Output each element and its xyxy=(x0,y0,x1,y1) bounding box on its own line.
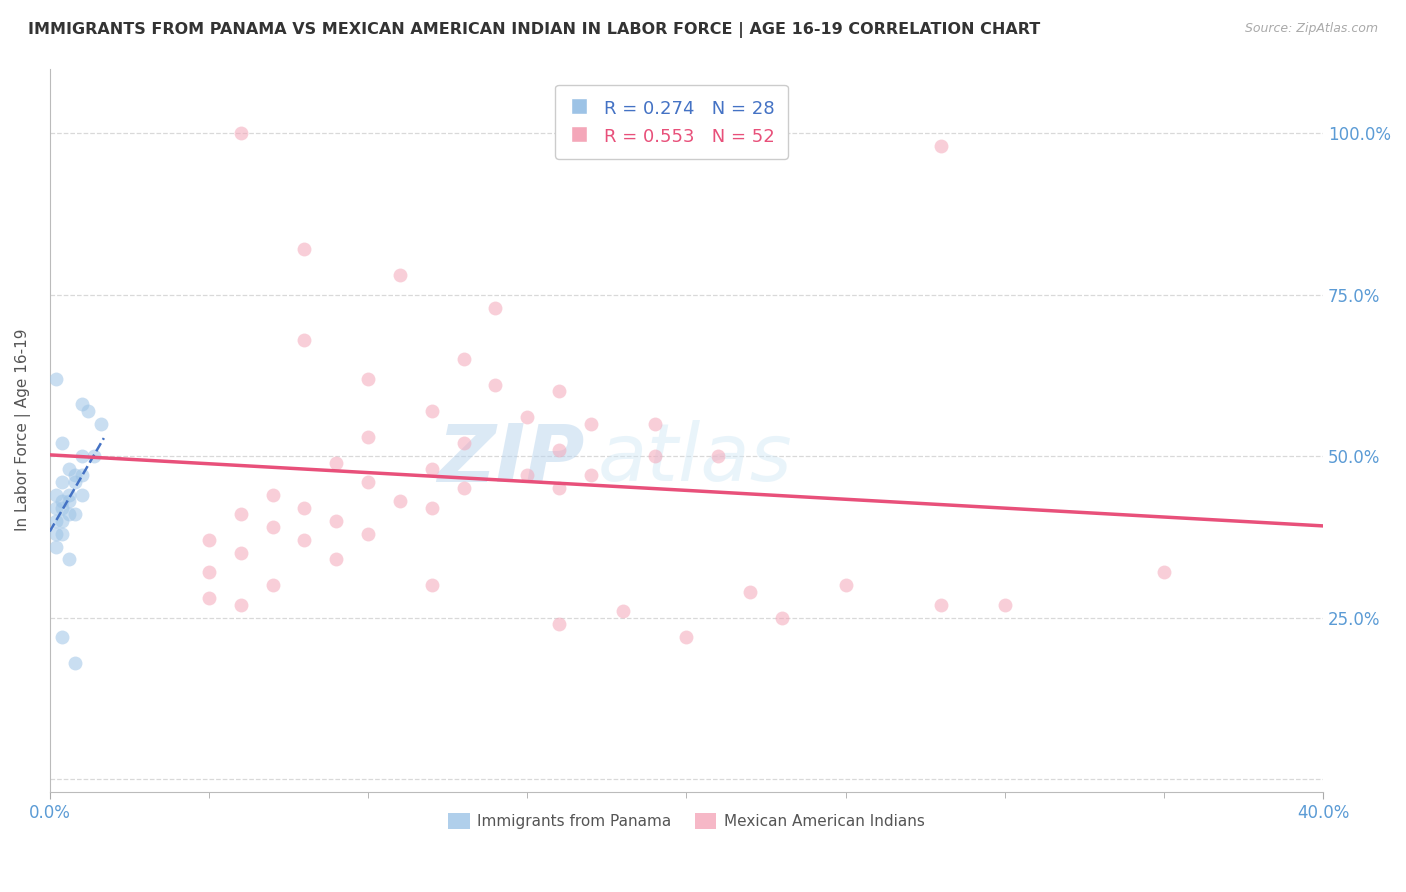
Point xyxy=(388,268,411,283)
Point xyxy=(294,533,316,547)
Point xyxy=(45,488,67,502)
Point xyxy=(63,475,86,489)
Point xyxy=(548,384,571,399)
Point xyxy=(90,417,112,431)
Point xyxy=(548,482,571,496)
Point xyxy=(51,436,73,450)
Point xyxy=(262,488,284,502)
Point xyxy=(357,526,380,541)
Point xyxy=(70,488,93,502)
Point xyxy=(484,378,506,392)
Point xyxy=(420,500,443,515)
Point xyxy=(325,514,347,528)
Point xyxy=(294,243,316,257)
Point xyxy=(644,417,666,431)
Point xyxy=(51,526,73,541)
Point xyxy=(58,488,80,502)
Point xyxy=(63,507,86,521)
Point xyxy=(51,494,73,508)
Text: IMMIGRANTS FROM PANAMA VS MEXICAN AMERICAN INDIAN IN LABOR FORCE | AGE 16-19 COR: IMMIGRANTS FROM PANAMA VS MEXICAN AMERIC… xyxy=(28,22,1040,38)
Point xyxy=(294,500,316,515)
Point xyxy=(420,404,443,418)
Point xyxy=(325,552,347,566)
Point xyxy=(198,533,221,547)
Point xyxy=(51,630,73,644)
Point xyxy=(45,500,67,515)
Point xyxy=(453,352,475,367)
Point xyxy=(770,610,793,624)
Point xyxy=(51,500,73,515)
Point xyxy=(453,436,475,450)
Point xyxy=(63,656,86,670)
Text: ZIP: ZIP xyxy=(437,420,585,498)
Point xyxy=(262,520,284,534)
Point xyxy=(612,604,634,618)
Point xyxy=(325,456,347,470)
Point xyxy=(516,410,538,425)
Point xyxy=(70,468,93,483)
Point xyxy=(229,546,252,560)
Point xyxy=(420,578,443,592)
Point xyxy=(994,598,1017,612)
Point xyxy=(229,507,252,521)
Point xyxy=(644,449,666,463)
Point xyxy=(484,301,506,315)
Point xyxy=(388,494,411,508)
Point xyxy=(357,430,380,444)
Point xyxy=(834,578,856,592)
Point xyxy=(548,442,571,457)
Point xyxy=(579,468,602,483)
Point xyxy=(357,371,380,385)
Point xyxy=(740,584,762,599)
Point xyxy=(198,591,221,606)
Point xyxy=(707,449,730,463)
Point xyxy=(58,507,80,521)
Point xyxy=(229,598,252,612)
Point xyxy=(51,514,73,528)
Point xyxy=(929,139,952,153)
Point xyxy=(675,630,697,644)
Point xyxy=(929,598,952,612)
Point xyxy=(45,526,67,541)
Point xyxy=(70,449,93,463)
Point xyxy=(579,417,602,431)
Text: atlas: atlas xyxy=(598,420,792,498)
Point xyxy=(548,617,571,632)
Point xyxy=(1153,566,1175,580)
Point xyxy=(45,371,67,385)
Point xyxy=(262,578,284,592)
Point xyxy=(77,404,100,418)
Point xyxy=(45,514,67,528)
Text: Source: ZipAtlas.com: Source: ZipAtlas.com xyxy=(1244,22,1378,36)
Point xyxy=(58,494,80,508)
Point xyxy=(420,462,443,476)
Point xyxy=(198,566,221,580)
Point xyxy=(357,475,380,489)
Point xyxy=(229,126,252,140)
Point xyxy=(453,482,475,496)
Point xyxy=(51,475,73,489)
Point xyxy=(58,462,80,476)
Legend: Immigrants from Panama, Mexican American Indians: Immigrants from Panama, Mexican American… xyxy=(443,806,931,835)
Point xyxy=(83,449,105,463)
Y-axis label: In Labor Force | Age 16-19: In Labor Force | Age 16-19 xyxy=(15,329,31,532)
Point xyxy=(70,397,93,411)
Point xyxy=(63,468,86,483)
Point xyxy=(294,333,316,347)
Point xyxy=(516,468,538,483)
Point xyxy=(45,540,67,554)
Point xyxy=(58,552,80,566)
